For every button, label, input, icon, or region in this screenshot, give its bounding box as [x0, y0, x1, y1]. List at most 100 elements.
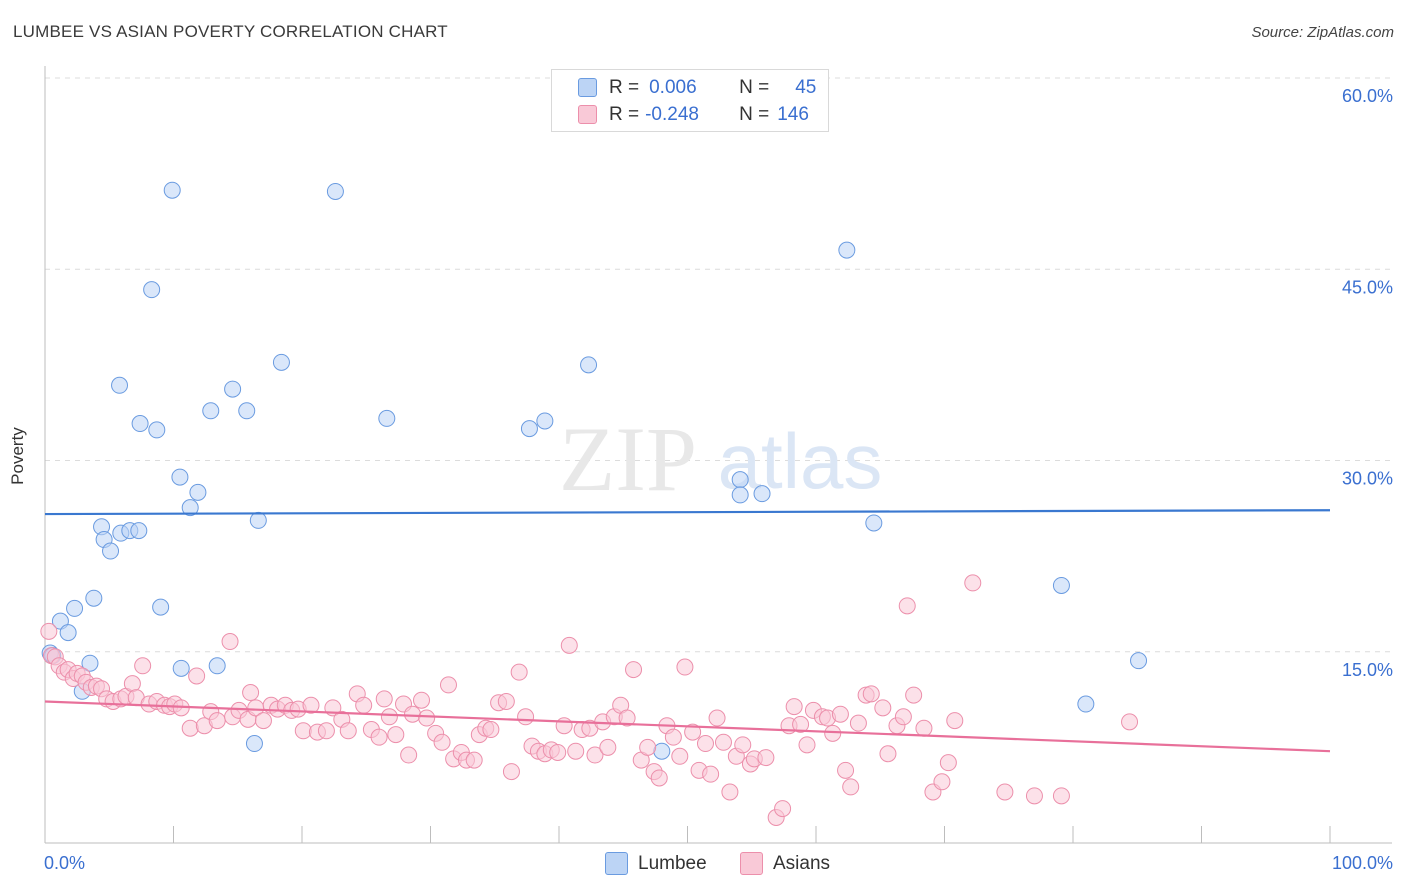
lumbee-point	[66, 599, 84, 617]
lumbee-point	[245, 735, 263, 753]
asians-point	[849, 714, 867, 732]
asians-n-value: 146	[777, 103, 809, 125]
asians-point	[664, 728, 682, 746]
asians-point	[242, 684, 260, 702]
asians-point	[375, 690, 393, 708]
asians-point	[599, 738, 617, 756]
asians-point	[774, 800, 792, 818]
asians-point	[1025, 787, 1043, 805]
lumbee-point	[163, 181, 181, 199]
asians-point	[714, 733, 732, 751]
asians-point	[302, 696, 320, 714]
lumbee-r-label: R =	[609, 76, 640, 98]
asians-point	[586, 746, 604, 764]
asians-point	[879, 745, 897, 763]
asians-point	[370, 728, 388, 746]
lumbee-point	[143, 281, 161, 299]
asians-point	[671, 747, 689, 765]
lumbee-point	[520, 420, 538, 438]
lumbee-point	[189, 483, 207, 501]
asians-point	[625, 661, 643, 679]
lumbee-point	[102, 542, 120, 560]
asians-point	[418, 709, 436, 727]
asians-point	[1052, 787, 1070, 805]
asians-n-label: N =	[739, 103, 770, 125]
legend-asians-swatch	[740, 852, 763, 875]
lumbee-point	[85, 589, 103, 607]
asians-point	[785, 698, 803, 716]
asians-point	[502, 763, 520, 781]
lumbee-point	[224, 380, 242, 398]
asians-point	[831, 705, 849, 723]
asians-point	[317, 722, 335, 740]
asians-point	[702, 765, 720, 783]
lumbee-point	[1052, 576, 1070, 594]
asians-point	[862, 685, 880, 703]
asians-point	[708, 709, 726, 727]
asians-point	[555, 717, 573, 735]
asians-point	[842, 778, 860, 796]
lumbee-point	[238, 402, 256, 420]
lumbee-point	[152, 598, 170, 616]
lumbee-point	[111, 376, 129, 394]
asians-point	[824, 724, 842, 742]
lumbee-point	[378, 409, 396, 427]
asians-point	[874, 699, 892, 717]
lumbee-n-label: N =	[739, 76, 770, 98]
asians-point	[181, 719, 199, 737]
asians-trend-line	[44, 700, 1331, 753]
asians-point	[798, 736, 816, 754]
asians-point	[40, 622, 58, 640]
x-tick-label-max: 100.0%	[1332, 853, 1393, 873]
lumbee-point	[59, 624, 77, 642]
asians-point	[721, 783, 739, 801]
asians-point	[757, 749, 775, 767]
asians-point	[482, 721, 500, 739]
asians-point	[433, 733, 451, 751]
lumbee-point	[202, 402, 220, 420]
x-tick-label-min: 0.0%	[44, 853, 85, 873]
lumbee-point	[580, 356, 598, 374]
asians-point	[221, 633, 239, 651]
asians-point	[1121, 713, 1139, 731]
asians-point	[915, 719, 933, 737]
lumbee-point	[731, 471, 749, 489]
y-tick-label: 60.0%	[1342, 86, 1393, 106]
lumbee-trend-line	[44, 509, 1331, 516]
y-tick-label: 30.0%	[1342, 469, 1393, 489]
asians-point	[837, 761, 855, 779]
lumbee-point	[181, 499, 199, 517]
watermark-zip: ZIP	[559, 408, 697, 510]
asians-point	[510, 663, 528, 681]
lumbee-point	[272, 353, 290, 371]
asians-point	[387, 726, 405, 744]
asians-point	[676, 658, 694, 676]
asians-point	[465, 751, 483, 769]
lumbee-point	[172, 659, 190, 677]
lumbee-swatch	[578, 78, 597, 97]
asians-point	[517, 708, 535, 726]
asians-point	[939, 754, 957, 772]
lumbee-point	[865, 514, 883, 532]
asians-point	[497, 692, 515, 710]
legend-lumbee-swatch	[605, 852, 628, 875]
asians-point	[996, 783, 1014, 801]
lumbee-point	[171, 468, 189, 486]
lumbee-point	[130, 522, 148, 540]
asians-point	[254, 712, 272, 730]
asians-point	[933, 773, 951, 791]
asians-point	[792, 715, 810, 733]
grid-lines	[45, 77, 1392, 653]
asians-point	[400, 746, 418, 764]
lumbee-point	[131, 415, 149, 433]
lumbee-r-value: 0.006	[649, 76, 697, 98]
lumbee-point	[536, 412, 554, 430]
asians-point	[134, 657, 152, 675]
lumbee-point	[1130, 652, 1148, 670]
lumbee-point	[81, 654, 99, 672]
series-lumbee	[41, 181, 1148, 760]
chart-source: Source: ZipAtlas.com	[1251, 24, 1394, 41]
asians-point	[208, 712, 226, 730]
legend-item-lumbee: Lumbee	[605, 852, 707, 875]
